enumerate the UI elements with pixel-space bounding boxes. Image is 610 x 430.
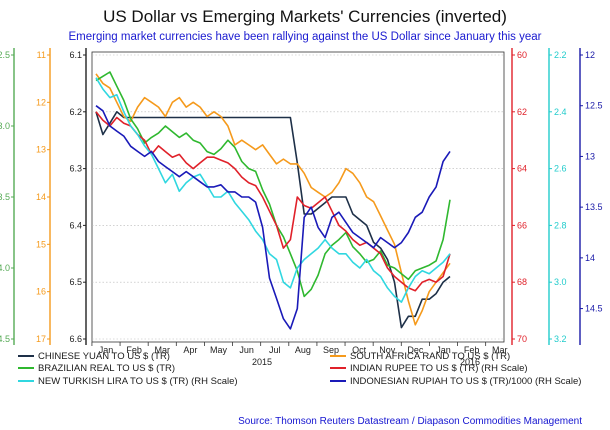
chart-subtitle: Emerging market currencies have been ral… [68,31,541,43]
axis-tick-label: 17 [36,334,46,344]
year-label-2015: 2015 [252,357,272,367]
x-tick-label: Aug [295,345,311,355]
axis-tick-label: 68 [517,277,527,287]
legend-label: BRAZILIAN REAL TO US $ (TR) [38,363,175,374]
x-tick-label: Apr [183,345,197,355]
x-tick-label: Mar [154,345,170,355]
x-tick-label: Oct [352,345,367,355]
axis-tick-label: 64 [517,164,527,174]
x-tick-label: Mar [492,345,508,355]
x-tick-label: Dec [407,345,424,355]
x-tick-label: Jan [436,345,451,355]
series-line-4 [95,111,451,292]
axis-tick-label: 2.6 [554,164,567,174]
axis-tick-label: 12.5 [585,101,603,111]
legend-label: INDIAN RUPEE TO US $ (TR) (RH Scale) [350,363,528,374]
axis-tick-label: 15 [36,239,46,249]
axis-tick-label: 14 [36,192,46,202]
series-line-1 [95,111,451,329]
legend: CHINESE YUAN TO US $ (TR) SOUTH AFRICA RA… [18,351,581,387]
series-line-3 [95,71,451,298]
x-tick-label: Jul [269,345,281,355]
chart-title: US Dollar vs Emerging Markets' Currencie… [103,7,507,26]
x-tick-label: Sep [323,345,339,355]
series-line-2 [95,73,451,326]
axis-tick-label: 13.5 [585,202,603,212]
legend-label: SOUTH AFRICA RAND TO US $ (TR) [350,351,510,362]
axis-tick-label: 12 [36,97,46,107]
x-axis: Jan Feb Mar Apr May Jun Jul Aug Sep Oct Nov Dec Jan F… [91,342,508,367]
axis-tick-label: 6.6 [69,334,82,344]
x-tick-label: Nov [379,345,396,355]
axis-tick-label: 62 [517,107,527,117]
axis-tick-label: 11 [37,50,46,60]
axis-tick-label: 3.2 [554,334,567,344]
axis-tick-label: 14 [585,253,595,263]
axis-tick-label: 2.2 [554,50,567,60]
axis-tick-label: 16 [36,287,46,297]
series-group [95,71,451,330]
legend-label: CHINESE YUAN TO US $ (TR) [38,351,170,362]
axis-tick-label: 13 [36,145,46,155]
axis-tick-label: 66 [517,220,527,230]
series-line-6 [95,105,451,330]
axis-tick-label: 3.0 [554,277,567,287]
axes-group: 2.5 3.0 3.5 4.0 4.5 11 12 13 14 15 16 17 6.1 6.2 6.3 6.… [0,48,603,345]
axis-tick-label: 60 [517,50,527,60]
axis-tick-label: 4.0 [0,263,10,273]
axis-tick-label: 4.5 [0,334,10,344]
axis-tick-label: 6.4 [69,220,82,230]
series-line-5 [95,77,451,303]
x-tick-label: Jan [99,345,114,355]
axis-tick-label: 6.5 [69,277,82,287]
axis-tick-label: 6.3 [69,164,82,174]
axis-tick-label: 12 [585,50,595,60]
axis-tick-label: 14.5 [585,304,603,314]
legend-label: INDONESIAN RUPIAH TO US $ (TR)/1000 (RH … [350,376,581,387]
axis-tick-label: 2.8 [554,220,567,230]
axis-tick-label: 13 [585,151,595,161]
axis-tick-label: 70 [517,334,527,344]
x-tick-label: Jun [239,345,254,355]
axis-tick-label: 3.0 [0,121,10,131]
axis-tick-label: 2.5 [0,50,10,60]
legend-label: NEW TURKISH LIRA TO US $ (TR) (RH Scale) [38,376,238,387]
x-tick-label: Feb [464,345,480,355]
axis-tick-label: 6.1 [69,50,82,60]
x-tick-label: May [210,345,228,355]
x-tick-label: Feb [126,345,142,355]
axis-tick-label: 6.2 [69,107,82,117]
source-note: Source: Thomson Reuters Datastream / Dia… [238,416,582,427]
axis-tick-label: 2.4 [554,107,567,117]
axis-tick-label: 3.5 [0,192,10,202]
year-label-2016: 2016 [460,357,480,367]
